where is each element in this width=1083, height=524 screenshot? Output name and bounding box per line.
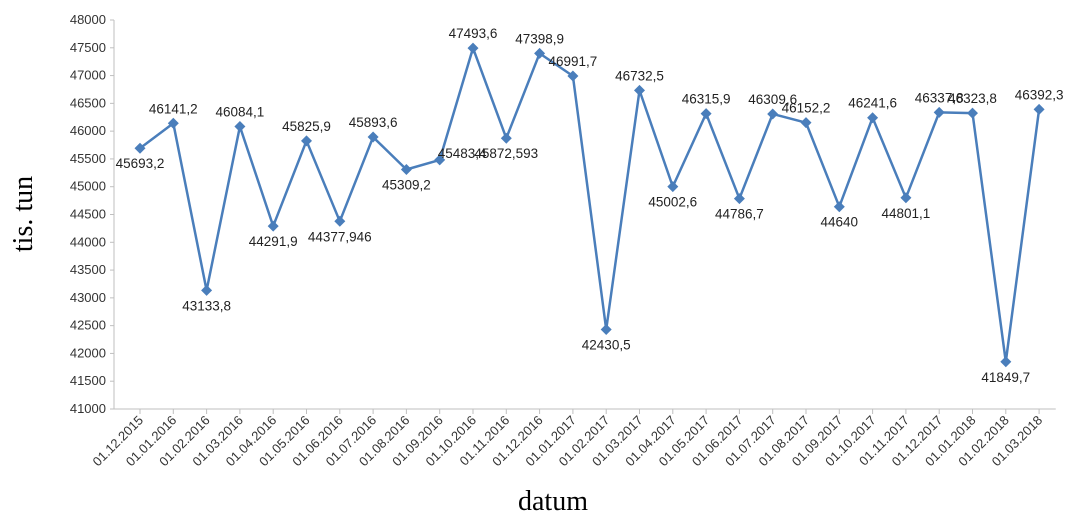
data-label: 46309,6 <box>748 92 797 107</box>
y-tick-label: 44500 <box>70 207 106 222</box>
data-point-marker <box>301 135 312 147</box>
data-labels: 45693,2 46141,2 43133,8 46084,1 44291,9 45825… <box>116 26 1064 385</box>
data-label: 46732,5 <box>615 68 664 83</box>
data-label: 44640 <box>821 215 859 230</box>
y-tick-label: 41500 <box>70 373 106 388</box>
data-point-marker <box>1033 103 1045 115</box>
y-tick-label: 43500 <box>70 262 106 277</box>
data-point-marker <box>400 164 412 176</box>
data-point-marker <box>1000 356 1012 368</box>
data-label: 45483,4 <box>438 146 487 161</box>
data-label: 45825,9 <box>282 119 331 134</box>
data-point-marker <box>733 193 745 205</box>
data-point-marker <box>334 215 346 227</box>
data-point-marker <box>933 106 945 118</box>
data-label: 46315,9 <box>682 92 731 107</box>
y-tick-label: 43000 <box>70 290 106 305</box>
data-point-marker <box>234 120 246 132</box>
data-label: 44377,946 <box>308 229 372 244</box>
y-tick-label: 45500 <box>70 151 106 166</box>
data-label: 46141,2 <box>149 101 198 116</box>
data-label: 47398,9 <box>515 31 564 46</box>
data-point-marker <box>833 201 845 213</box>
data-point-marker <box>600 324 612 336</box>
data-label: 45002,6 <box>648 195 697 210</box>
y-axis-ticks: 41000 41500 42000 42500 43000 43500 44000 44500… <box>70 12 114 416</box>
data-point-marker <box>700 108 712 120</box>
data-point-marker <box>900 192 912 204</box>
data-label: 46084,1 <box>215 104 264 119</box>
data-label: 43133,8 <box>182 298 231 313</box>
data-point-marker <box>567 70 579 82</box>
data-label: 46991,7 <box>548 54 597 69</box>
y-tick-label: 47500 <box>70 40 106 55</box>
data-label: 46337,8 <box>915 90 964 105</box>
y-tick-label: 46500 <box>70 95 106 110</box>
data-point-marker <box>367 131 379 143</box>
data-point-marker <box>534 47 546 59</box>
y-tick-label: 47000 <box>70 68 106 83</box>
data-label: 47493,6 <box>449 26 498 41</box>
x-axis-ticks: 01.12.201501.01.201601.02.201601.03.2016… <box>89 409 1045 469</box>
data-point-marker <box>634 84 645 96</box>
data-label: 42430,5 <box>582 338 631 353</box>
data-point-marker <box>434 154 446 166</box>
data-point-marker <box>167 117 179 129</box>
data-label: 44786,7 <box>715 207 764 222</box>
y-tick-label: 46000 <box>70 123 106 138</box>
y-tick-label: 45000 <box>70 179 106 194</box>
series-line <box>139 46 1041 364</box>
y-axis-title: tis. tun <box>8 176 39 252</box>
data-point-marker <box>267 220 279 232</box>
data-label: 46392,3 <box>1015 87 1064 102</box>
data-label: 45872,593 <box>474 146 538 161</box>
y-tick-label: 48000 <box>70 12 106 27</box>
series-markers <box>134 42 1045 368</box>
data-point-marker <box>134 142 146 154</box>
data-point-marker <box>867 112 879 124</box>
data-point-marker <box>201 284 213 296</box>
data-point-marker <box>767 108 779 120</box>
data-point-marker <box>967 107 978 119</box>
data-point-marker <box>800 117 812 129</box>
data-label: 41849,7 <box>981 370 1030 385</box>
y-tick-label: 41000 <box>70 401 106 416</box>
y-tick-label: 42500 <box>70 318 106 333</box>
data-label: 46241,6 <box>848 96 897 111</box>
data-point-marker <box>667 181 679 193</box>
data-point-marker <box>467 42 479 54</box>
data-label: 45309,2 <box>382 178 431 193</box>
data-label: 46323,8 <box>948 91 997 106</box>
y-tick-label: 44000 <box>70 234 106 249</box>
data-label: 44291,9 <box>249 234 298 249</box>
data-label: 44801,1 <box>881 206 930 221</box>
data-label: 45893,6 <box>349 115 398 130</box>
y-tick-label: 42000 <box>70 345 106 360</box>
data-label: 46152,2 <box>782 101 831 116</box>
data-point-marker <box>500 132 512 144</box>
data-label: 45693,2 <box>116 156 165 171</box>
x-axis-title: datum <box>518 486 588 517</box>
